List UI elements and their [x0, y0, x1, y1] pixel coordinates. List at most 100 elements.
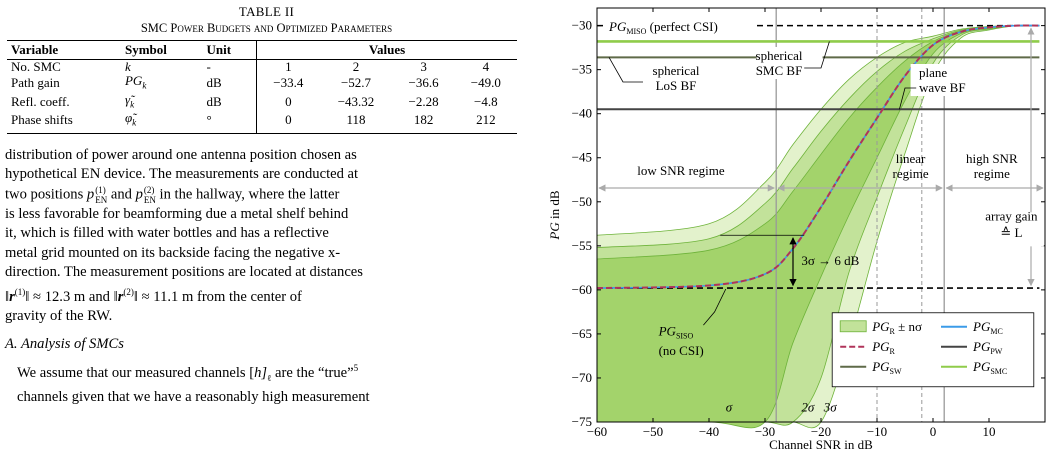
pw-label-bg — [910, 64, 971, 96]
cell-value: −2.28 — [408, 93, 439, 109]
linear-regime-label-2: regime — [893, 166, 929, 181]
array-gain-label-1: array gain — [985, 208, 1038, 223]
cell-value: 2 — [352, 59, 360, 74]
header-symbol: Symbol — [120, 40, 203, 60]
high-regime-label-2: regime — [974, 166, 1010, 181]
legend-label: PGR ± nσ — [871, 319, 922, 336]
x-tick-label: −20 — [811, 424, 831, 439]
x-axis-label: Channel SNR in dB — [769, 437, 873, 452]
cell-variable: No. SMC — [11, 59, 61, 74]
array-gain-label-2: ≙ L — [1000, 225, 1022, 240]
cell-symbol: k — [124, 59, 131, 74]
table-row: Phase shifts φ̃k ° 0 118 182 212 — [7, 111, 517, 134]
path-gain-chart: −60 −50 −40 −30 −20 −10 0 10 −75 −70 −65 −60 −55 −50 −… — [547, 7, 1046, 452]
text-line: is less favorable for beamforming due a … — [5, 205, 349, 222]
cell-variable: Phase shifts — [7, 111, 121, 134]
axes-frame: −60 −50 −40 −30 −20 −10 0 10 −75 −70 −65 −60 −55 −50 −… — [547, 7, 1046, 452]
cell-value: 0 — [285, 93, 292, 109]
header-values: Values — [256, 40, 517, 60]
cell-value: −33.4 — [273, 75, 304, 91]
smc-label-2: SMC BF — [756, 63, 803, 78]
sigma3-label: 3σ → 6 dB — [801, 253, 859, 268]
x-tick-label: 10 — [983, 424, 996, 439]
sigma-label-2: 2σ — [801, 399, 815, 414]
siso-label-2: (no CSI) — [659, 343, 704, 358]
body-paragraph-1: distribution of power around one antenna… — [5, 146, 528, 327]
x-tick-label: 0 — [930, 424, 937, 439]
text-line: distribution of power around one antenna… — [5, 146, 357, 163]
cell-variable: Path gain — [11, 75, 60, 91]
body-paragraph-2: We assume that our measured channels [h]… — [5, 359, 528, 408]
los-label-bg — [643, 62, 709, 94]
cell-value: 182 — [392, 111, 455, 134]
cell-symbol: φ̃k — [120, 111, 203, 134]
header-unit: Unit — [202, 40, 258, 60]
x-tick-label: −40 — [699, 424, 719, 439]
left-column: TABLE II SMC Power Budgets and Optimized… — [5, 2, 528, 407]
miso-label-bg — [605, 18, 753, 34]
y-tick-label: −60 — [572, 282, 592, 297]
y-tick-label: −55 — [572, 238, 592, 253]
y-tick-label: −65 — [572, 326, 592, 341]
legend-swatch-band — [839, 320, 867, 333]
table-row: Path gain PGk dB −33.4 −52.7 −36.6 −49.0 — [7, 74, 517, 93]
linear-regime-label-1: linear — [896, 151, 926, 166]
smc-label-bg — [756, 47, 823, 79]
high-regime-label-1: high SNR — [966, 151, 1018, 166]
legend-label: PGSMC — [972, 359, 1007, 376]
cell-unit: dB — [202, 74, 258, 93]
legend-label: PGMC — [972, 319, 1003, 336]
low-regime-label: low SNR regime — [637, 163, 725, 178]
cell-value: 212 — [454, 111, 517, 134]
y-tick-label: −45 — [572, 150, 592, 165]
cell-value: 4 — [482, 59, 490, 74]
series-pg-r — [596, 24, 1040, 290]
table-row: Refl. coeff. γ̃k dB 0 −43.32 −2.28 −4.8 — [7, 91, 517, 112]
sigma-label-1: σ — [726, 399, 733, 414]
legend-label: PGR — [871, 339, 895, 356]
x-tick-label: −60 — [587, 424, 607, 439]
text-line: gravity of the RW. — [5, 308, 113, 325]
cell-value: 118 — [319, 111, 393, 134]
text-line: We assume that our measured channels [h]… — [17, 362, 359, 383]
text-line: hypothetical EN device. The measurements… — [5, 166, 359, 183]
cell-value: −52.7 — [340, 75, 372, 91]
legend-label: PGSW — [871, 359, 902, 376]
pw-leader — [899, 87, 917, 110]
smc-leader — [804, 41, 830, 69]
smc-label-1: spherical — [756, 48, 803, 63]
x-tick-label: −50 — [643, 424, 663, 439]
text-line: channels given that we have a reasonably… — [17, 388, 370, 405]
pw-label-2: wave BF — [919, 80, 966, 95]
text-line: direction. The measurement positions are… — [5, 264, 363, 281]
y-tick-label: −35 — [572, 62, 592, 77]
table-caption-title: SMC Power Budgets and Optimized Paramete… — [140, 21, 393, 35]
cell-symbol: PGk — [124, 73, 147, 91]
cell-value: −43.32 — [337, 93, 375, 109]
los-leader — [608, 57, 643, 83]
sigma-label-3: 3σ — [823, 399, 838, 414]
cell-symbol: γ̃k — [124, 91, 135, 110]
y-tick-label: −50 — [572, 194, 592, 209]
y-tick-label: −70 — [572, 370, 592, 385]
cell-unit: ° — [202, 111, 258, 134]
array-gain-bg — [977, 212, 1044, 247]
text-line: metal grid mounted on its backside facin… — [5, 244, 341, 261]
miso-label: PGMISO (perfect CSI) — [608, 19, 718, 36]
cell-value: −36.6 — [408, 75, 439, 91]
legend: PGR ± nσ PGMC PGR PGPW PGSW PGSMC — [831, 312, 1035, 388]
y-tick-label: −40 — [572, 106, 592, 121]
siso-leader — [703, 288, 727, 326]
cell-value: −4.8 — [474, 93, 498, 109]
x-tick-label: −10 — [867, 424, 887, 439]
header-variable: Variable — [7, 40, 121, 60]
table-header-row: Variable Symbol Unit Values — [7, 40, 517, 60]
section-heading: A. Analysis of SMCs — [5, 335, 124, 352]
text-line: two positions p (1) EN and p (2) EN in the h… — [5, 184, 340, 205]
cell-unit: dB — [202, 92, 258, 112]
cell-value: 3 — [420, 59, 427, 74]
parameter-table: Variable Symbol Unit Values No. SMC k - … — [7, 40, 517, 134]
siso-label-1: PGSISO — [658, 324, 694, 341]
x-tick-label: −30 — [755, 424, 775, 439]
